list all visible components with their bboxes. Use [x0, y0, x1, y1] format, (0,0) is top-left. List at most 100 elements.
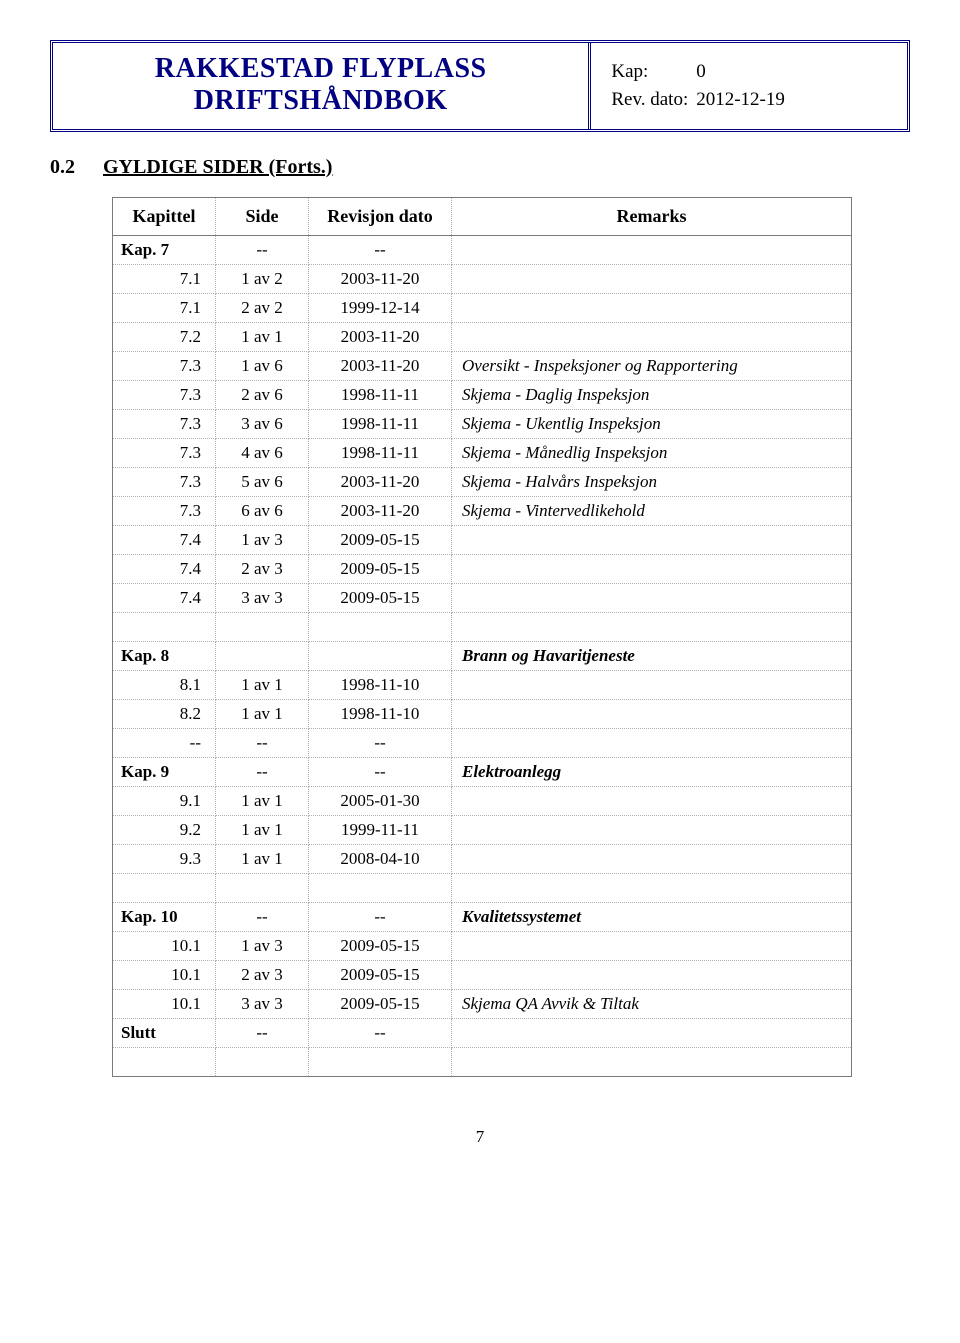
table-row: 10.11 av 32009-05-15	[113, 932, 852, 961]
cell-kapittel: Kap. 8	[113, 642, 216, 671]
cell-dato: 1998-11-11	[309, 381, 452, 410]
cell-kapittel: 8.2	[113, 700, 216, 729]
cell-kapittel: 7.1	[113, 294, 216, 323]
cell-side: 2 av 3	[216, 961, 309, 990]
cell-remarks	[452, 671, 852, 700]
cell-remarks	[452, 961, 852, 990]
cell-kapittel: 9.3	[113, 845, 216, 874]
cell-side: --	[216, 758, 309, 787]
cell-side: --	[216, 729, 309, 758]
cell-remarks	[452, 700, 852, 729]
cell-side: --	[216, 236, 309, 265]
header-kap-label: Kap:	[611, 59, 694, 85]
cell-remarks	[452, 584, 852, 613]
spacer-cell	[113, 1048, 216, 1077]
table-row: ------	[113, 729, 852, 758]
cell-dato: 2003-11-20	[309, 497, 452, 526]
cell-side: 6 av 6	[216, 497, 309, 526]
cell-dato: --	[309, 903, 452, 932]
cell-side: 2 av 3	[216, 555, 309, 584]
header-title-line2: DRIFTSHÅNDBOK	[69, 85, 572, 117]
cell-dato: 1998-11-10	[309, 671, 452, 700]
cell-dato: 2003-11-20	[309, 323, 452, 352]
table-row: 8.21 av 11998-11-10	[113, 700, 852, 729]
spacer-cell	[452, 874, 852, 903]
cell-kapittel: 10.1	[113, 961, 216, 990]
spacer-cell	[216, 1048, 309, 1077]
cell-kapittel: 7.3	[113, 439, 216, 468]
table-row: Slutt----	[113, 1019, 852, 1048]
cell-dato	[309, 642, 452, 671]
header-rev-label: Rev. dato:	[611, 87, 694, 113]
cell-side: 1 av 3	[216, 526, 309, 555]
cell-side: 5 av 6	[216, 468, 309, 497]
cell-dato: 1999-12-14	[309, 294, 452, 323]
table-row: 7.36 av 62003-11-20Skjema - Vintervedlik…	[113, 497, 852, 526]
spacer-cell	[216, 874, 309, 903]
cell-remarks	[452, 1019, 852, 1048]
cell-side: 2 av 2	[216, 294, 309, 323]
cell-kapittel: 7.3	[113, 468, 216, 497]
table-row: 10.13 av 32009-05-15Skjema QA Avvik & Ti…	[113, 990, 852, 1019]
cell-dato: --	[309, 758, 452, 787]
cell-side: 1 av 1	[216, 323, 309, 352]
col-header-side: Side	[216, 198, 309, 236]
cell-side: 3 av 6	[216, 410, 309, 439]
spacer-cell	[452, 613, 852, 642]
cell-remarks: Skjema QA Avvik & Tiltak	[452, 990, 852, 1019]
spacer-row	[113, 1048, 852, 1077]
table-container: Kapittel Side Revisjon dato Remarks Kap.…	[112, 197, 910, 1077]
cell-kapittel: 7.4	[113, 584, 216, 613]
col-header-remarks: Remarks	[452, 198, 852, 236]
spacer-cell	[309, 874, 452, 903]
cell-kapittel: 9.2	[113, 816, 216, 845]
cell-dato: --	[309, 236, 452, 265]
cell-side: 3 av 3	[216, 584, 309, 613]
cell-kapittel: 7.3	[113, 410, 216, 439]
table-header-row: Kapittel Side Revisjon dato Remarks	[113, 198, 852, 236]
table-row: 9.11 av 12005-01-30	[113, 787, 852, 816]
cell-side: 1 av 2	[216, 265, 309, 294]
cell-kapittel: 9.1	[113, 787, 216, 816]
spacer-cell	[309, 613, 452, 642]
cell-kapittel: 10.1	[113, 932, 216, 961]
valid-pages-table: Kapittel Side Revisjon dato Remarks Kap.…	[112, 197, 852, 1077]
cell-remarks: Skjema - Vintervedlikehold	[452, 497, 852, 526]
cell-remarks	[452, 555, 852, 584]
cell-dato: 2009-05-15	[309, 932, 452, 961]
page-header: RAKKESTAD FLYPLASS DRIFTSHÅNDBOK Kap: 0 …	[50, 40, 910, 132]
cell-remarks: Skjema - Daglig Inspeksjon	[452, 381, 852, 410]
cell-remarks	[452, 787, 852, 816]
cell-kapittel: Slutt	[113, 1019, 216, 1048]
cell-dato: 2003-11-20	[309, 468, 452, 497]
cell-kapittel: 7.4	[113, 526, 216, 555]
cell-dato: 2008-04-10	[309, 845, 452, 874]
cell-dato: 2005-01-30	[309, 787, 452, 816]
cell-dato: 2009-05-15	[309, 990, 452, 1019]
table-row: 7.21 av 12003-11-20	[113, 323, 852, 352]
spacer-cell	[309, 1048, 452, 1077]
col-header-dato: Revisjon dato	[309, 198, 452, 236]
cell-kapittel: 7.3	[113, 352, 216, 381]
table-row: 7.12 av 21999-12-14	[113, 294, 852, 323]
section-heading: 0.2 GYLDIGE SIDER (Forts.)	[50, 156, 910, 179]
cell-remarks: Skjema - Halvårs Inspeksjon	[452, 468, 852, 497]
cell-remarks	[452, 932, 852, 961]
cell-remarks: Skjema - Ukentlig Inspeksjon	[452, 410, 852, 439]
cell-dato: 1998-11-11	[309, 439, 452, 468]
cell-side	[216, 642, 309, 671]
cell-side: 1 av 6	[216, 352, 309, 381]
spacer-cell	[113, 874, 216, 903]
table-row: 7.33 av 61998-11-11Skjema - Ukentlig Ins…	[113, 410, 852, 439]
table-row: 10.12 av 32009-05-15	[113, 961, 852, 990]
header-title-line1: RAKKESTAD FLYPLASS	[69, 53, 572, 85]
page-number: 7	[50, 1127, 910, 1147]
cell-dato: --	[309, 729, 452, 758]
cell-remarks	[452, 265, 852, 294]
cell-kapittel: Kap. 9	[113, 758, 216, 787]
table-row: 7.11 av 22003-11-20	[113, 265, 852, 294]
cell-kapittel: 7.4	[113, 555, 216, 584]
cell-kapittel: 7.3	[113, 381, 216, 410]
cell-remarks	[452, 729, 852, 758]
header-title-block: RAKKESTAD FLYPLASS DRIFTSHÅNDBOK	[53, 43, 591, 129]
